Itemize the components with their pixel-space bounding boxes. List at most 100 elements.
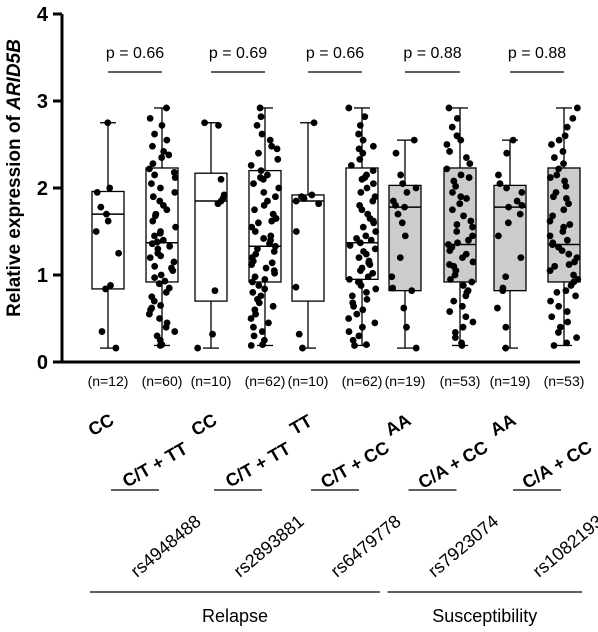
data-point bbox=[450, 297, 458, 305]
data-point bbox=[569, 115, 577, 122]
data-point bbox=[516, 210, 524, 218]
data-point bbox=[347, 161, 355, 169]
data-point bbox=[155, 280, 163, 288]
data-point bbox=[103, 210, 110, 218]
data-point bbox=[271, 269, 279, 277]
data-point bbox=[463, 289, 471, 296]
data-point bbox=[268, 259, 276, 267]
data-point bbox=[389, 284, 397, 292]
data-point bbox=[469, 232, 476, 240]
data-point bbox=[468, 278, 476, 286]
data-point bbox=[554, 329, 562, 336]
genotype-label: C/T + TT bbox=[119, 438, 191, 491]
n-count-label: (n=53) bbox=[440, 373, 481, 389]
data-point bbox=[453, 221, 461, 228]
data-point bbox=[503, 184, 510, 192]
data-point bbox=[211, 287, 219, 295]
data-point bbox=[465, 174, 473, 181]
data-point bbox=[171, 188, 179, 196]
data-point bbox=[98, 328, 106, 335]
data-point bbox=[273, 145, 281, 153]
data-point bbox=[466, 160, 474, 168]
y-axis-label-prefix: Relative expression of bbox=[4, 110, 25, 317]
data-point bbox=[172, 223, 179, 231]
data-point bbox=[264, 171, 271, 179]
data-point bbox=[170, 168, 178, 176]
data-point bbox=[462, 313, 470, 321]
n-count-label: (n=62) bbox=[342, 373, 383, 389]
data-point bbox=[558, 247, 566, 255]
data-point bbox=[156, 229, 164, 237]
data-point bbox=[260, 202, 268, 209]
data-point bbox=[565, 250, 573, 258]
data-point bbox=[555, 165, 563, 173]
box-group-7 bbox=[388, 139, 422, 349]
data-point bbox=[457, 193, 465, 201]
data-point bbox=[394, 210, 402, 218]
data-point bbox=[269, 302, 277, 310]
data-point bbox=[571, 258, 578, 266]
data-point bbox=[553, 171, 561, 179]
data-point bbox=[151, 262, 159, 270]
data-point bbox=[266, 136, 274, 144]
data-point bbox=[157, 184, 164, 192]
data-point bbox=[453, 132, 461, 140]
data-point bbox=[254, 245, 261, 253]
box-iqr bbox=[291, 194, 325, 302]
data-point bbox=[563, 339, 571, 347]
data-point bbox=[106, 184, 114, 192]
genotype-label: C/A + CC bbox=[519, 437, 596, 493]
data-point bbox=[452, 182, 460, 190]
data-point bbox=[469, 223, 476, 231]
data-point bbox=[149, 160, 157, 168]
data-point bbox=[255, 149, 262, 157]
data-point bbox=[345, 315, 353, 322]
data-point bbox=[445, 104, 453, 112]
data-point bbox=[565, 200, 572, 208]
data-point bbox=[358, 206, 366, 214]
box-group-9 bbox=[493, 139, 527, 349]
data-point bbox=[495, 232, 502, 240]
y-tick-label-4: 4 bbox=[37, 4, 49, 26]
data-point bbox=[93, 188, 101, 196]
data-point bbox=[369, 167, 377, 175]
data-point bbox=[261, 275, 269, 283]
y-tick-label-0: 0 bbox=[37, 352, 48, 374]
points-group-6 bbox=[345, 104, 380, 349]
data-point bbox=[149, 142, 156, 150]
data-point bbox=[460, 212, 467, 220]
data-point bbox=[560, 206, 568, 214]
data-point bbox=[353, 235, 360, 242]
data-point bbox=[401, 203, 408, 211]
data-point bbox=[546, 217, 554, 225]
data-point bbox=[274, 155, 282, 163]
data-point bbox=[166, 242, 174, 250]
n-count-label: (n=19) bbox=[490, 373, 531, 389]
data-point bbox=[458, 342, 466, 349]
data-point bbox=[151, 212, 159, 220]
points-group-7 bbox=[388, 136, 420, 352]
data-point bbox=[257, 174, 264, 181]
n-count-label: (n=19) bbox=[385, 373, 426, 389]
data-point bbox=[518, 202, 526, 209]
points-group-2 bbox=[145, 104, 179, 349]
data-point bbox=[570, 271, 577, 279]
genotype-label: C/T + CC bbox=[317, 437, 392, 492]
data-point bbox=[346, 275, 353, 283]
data-point bbox=[275, 184, 283, 192]
data-point bbox=[410, 136, 418, 144]
data-point bbox=[448, 123, 456, 131]
data-point bbox=[400, 304, 408, 312]
data-point bbox=[447, 275, 454, 283]
data-point bbox=[359, 323, 366, 331]
data-point bbox=[363, 341, 370, 348]
data-point bbox=[550, 193, 557, 201]
data-point bbox=[146, 254, 154, 261]
data-point bbox=[356, 121, 364, 129]
data-point bbox=[359, 306, 367, 314]
data-point bbox=[555, 136, 563, 144]
data-point bbox=[502, 323, 510, 331]
data-point bbox=[251, 206, 258, 214]
data-point bbox=[159, 236, 167, 244]
data-point bbox=[345, 104, 353, 112]
